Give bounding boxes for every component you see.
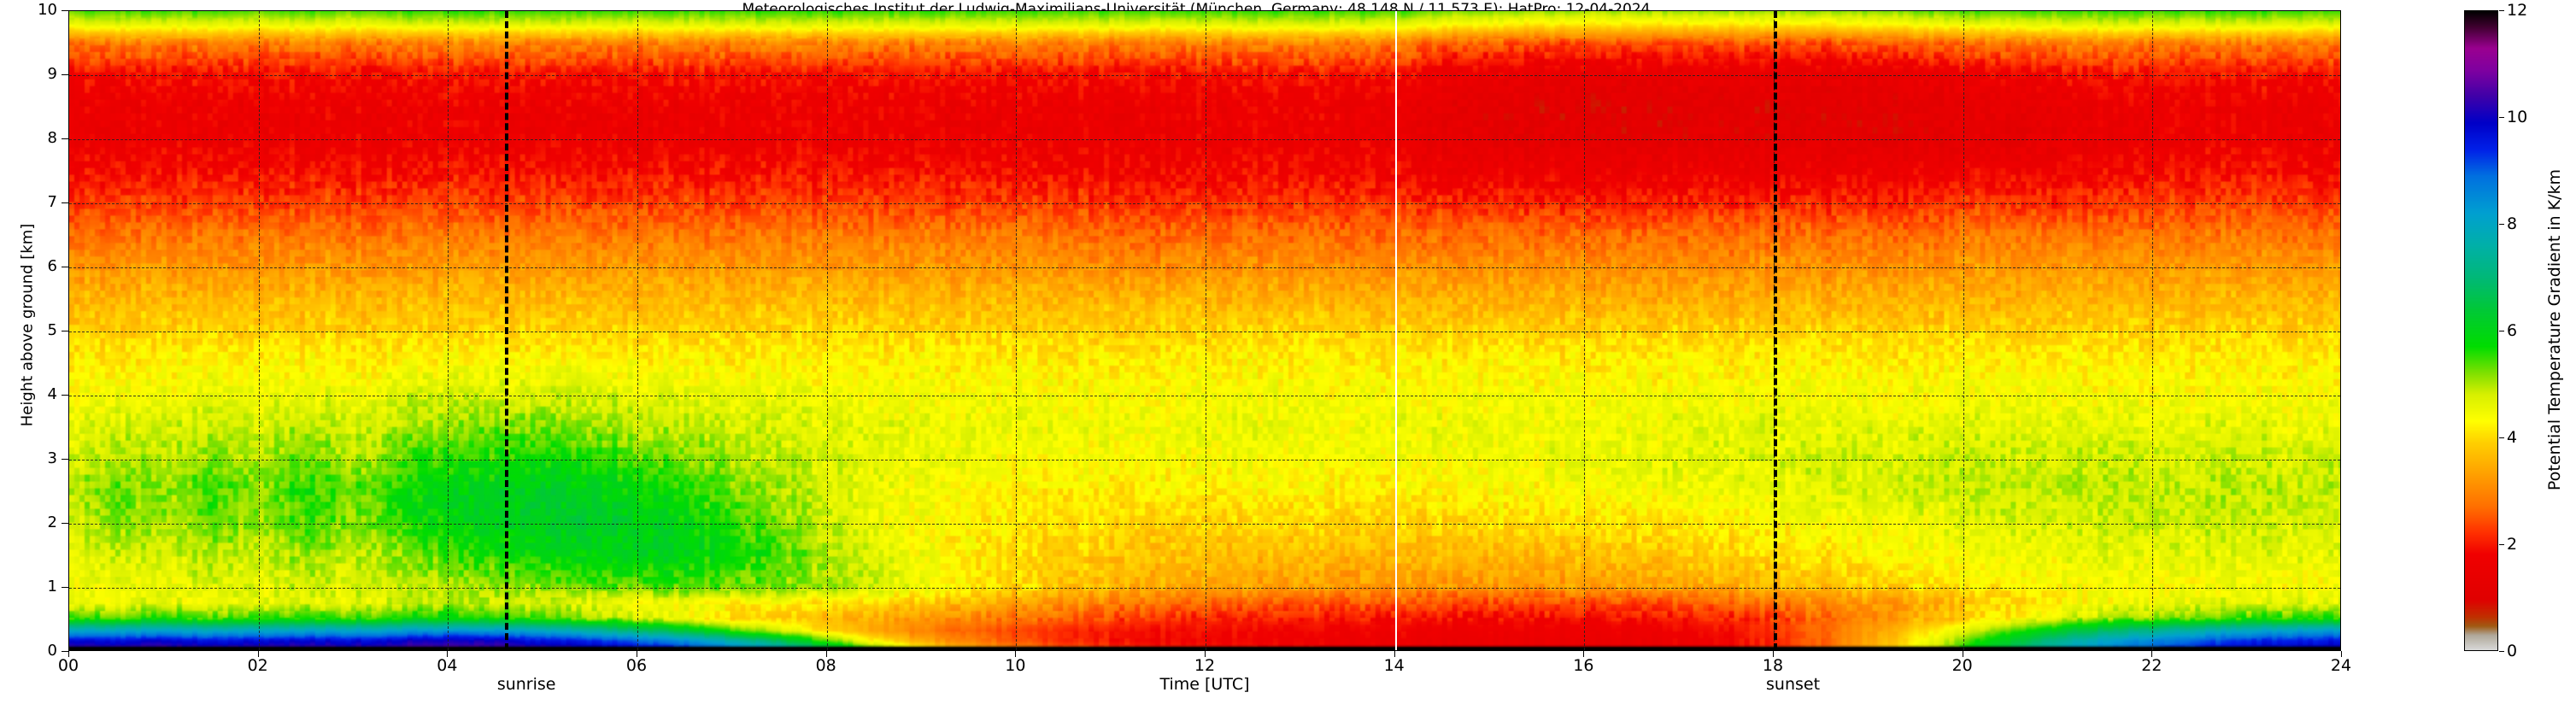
colorbar-tick-mark	[2499, 117, 2504, 118]
colorbar-tick-label: 0	[2507, 642, 2518, 660]
x-tick-mark	[68, 651, 69, 657]
heatmap-canvas	[69, 11, 2340, 650]
x-tick-label: 16	[1573, 656, 1594, 675]
colorbar-tick-mark	[2499, 651, 2504, 652]
x-tick-label: 18	[1762, 656, 1784, 675]
x-tick-mark	[2341, 651, 2342, 657]
colorbar-tick-label: 4	[2507, 428, 2518, 447]
y-tick-label: 7	[47, 193, 57, 211]
colorbar-gradient	[2464, 10, 2498, 651]
colorbar-label: Potential Temperature Gradient in K/km	[2545, 168, 2564, 491]
colorbar-tick-label: 2	[2507, 535, 2518, 554]
y-tick-label: 4	[47, 385, 57, 403]
x-tick-label: 04	[437, 656, 458, 675]
x-tick-mark	[825, 651, 827, 657]
x-axis-label: Time [UTC]	[1159, 675, 1250, 694]
y-tick-label: 5	[47, 321, 57, 339]
x-tick-label: 00	[57, 656, 79, 675]
x-tick-mark	[1015, 651, 1017, 657]
x-tick-label: 20	[1951, 656, 1973, 675]
x-tick-label: 10	[1005, 656, 1026, 675]
y-tick-mark	[62, 202, 68, 203]
colorbar-tick-label: 10	[2507, 108, 2528, 126]
x-tick-mark	[447, 651, 449, 657]
colorbar-tick-mark	[2499, 544, 2504, 545]
y-tick-label: 0	[47, 642, 57, 660]
x-tick-label: 12	[1194, 656, 1216, 675]
y-tick-label: 8	[47, 129, 57, 147]
x-tick-label: 24	[2330, 656, 2352, 675]
y-tick-label: 3	[47, 449, 57, 467]
y-axis-label: Height above ground [km]	[18, 223, 37, 427]
x-tick-mark	[1394, 651, 1395, 657]
y-tick-mark	[62, 10, 68, 11]
y-tick-mark	[62, 459, 68, 460]
y-tick-mark	[62, 651, 68, 652]
y-tick-label: 1	[47, 578, 57, 595]
y-tick-mark	[62, 74, 68, 75]
y-tick-label: 6	[47, 257, 57, 275]
heatmap-plot-area	[68, 10, 2341, 651]
colorbar-tick-label: 12	[2507, 1, 2528, 20]
y-tick-label: 2	[47, 513, 57, 531]
x-tick-label: 02	[247, 656, 268, 675]
y-tick-label: 9	[47, 65, 57, 83]
colorbar-tick-mark	[2499, 224, 2504, 225]
y-tick-mark	[62, 138, 68, 139]
y-tick-mark	[62, 395, 68, 396]
y-tick-label: 10	[38, 1, 57, 19]
colorbar-tick-mark	[2499, 437, 2504, 438]
y-tick-mark	[62, 523, 68, 524]
x-tick-mark	[1773, 651, 1774, 657]
x-tick-label: 06	[625, 656, 648, 675]
x-tick-mark	[257, 651, 259, 657]
colorbar-tick-mark	[2499, 10, 2504, 11]
colorbar-tick-label: 8	[2507, 214, 2518, 233]
x-tick-label: 14	[1383, 656, 1405, 675]
colorbar: 0 2 4 6 8 10 12	[2464, 1, 2527, 660]
colorbar-tick-label: 6	[2507, 321, 2518, 340]
x-tick-mark	[1583, 651, 1585, 657]
event-label-sunrise: sunrise	[496, 675, 556, 694]
event-label-sunset: sunset	[1766, 675, 1821, 694]
x-tick-mark	[2151, 651, 2153, 657]
x-tick-label: 22	[2141, 656, 2162, 675]
x-tick-mark	[1205, 651, 1206, 657]
y-tick-mark	[62, 587, 68, 588]
x-tick-label: 08	[815, 656, 836, 675]
